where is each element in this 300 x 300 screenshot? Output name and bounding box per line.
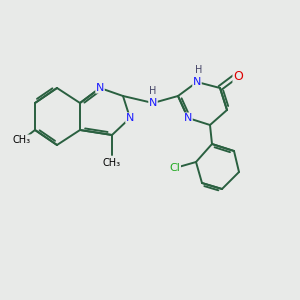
- Text: H: H: [195, 65, 203, 75]
- Text: Cl: Cl: [169, 163, 180, 173]
- Text: N: N: [126, 113, 134, 123]
- Text: O: O: [233, 70, 243, 83]
- Text: CH₃: CH₃: [103, 158, 121, 168]
- Text: N: N: [149, 98, 157, 108]
- Text: N: N: [96, 83, 104, 93]
- Text: CH₃: CH₃: [13, 135, 31, 145]
- Text: H: H: [149, 86, 157, 96]
- Text: N: N: [184, 113, 192, 123]
- Text: N: N: [193, 77, 201, 87]
